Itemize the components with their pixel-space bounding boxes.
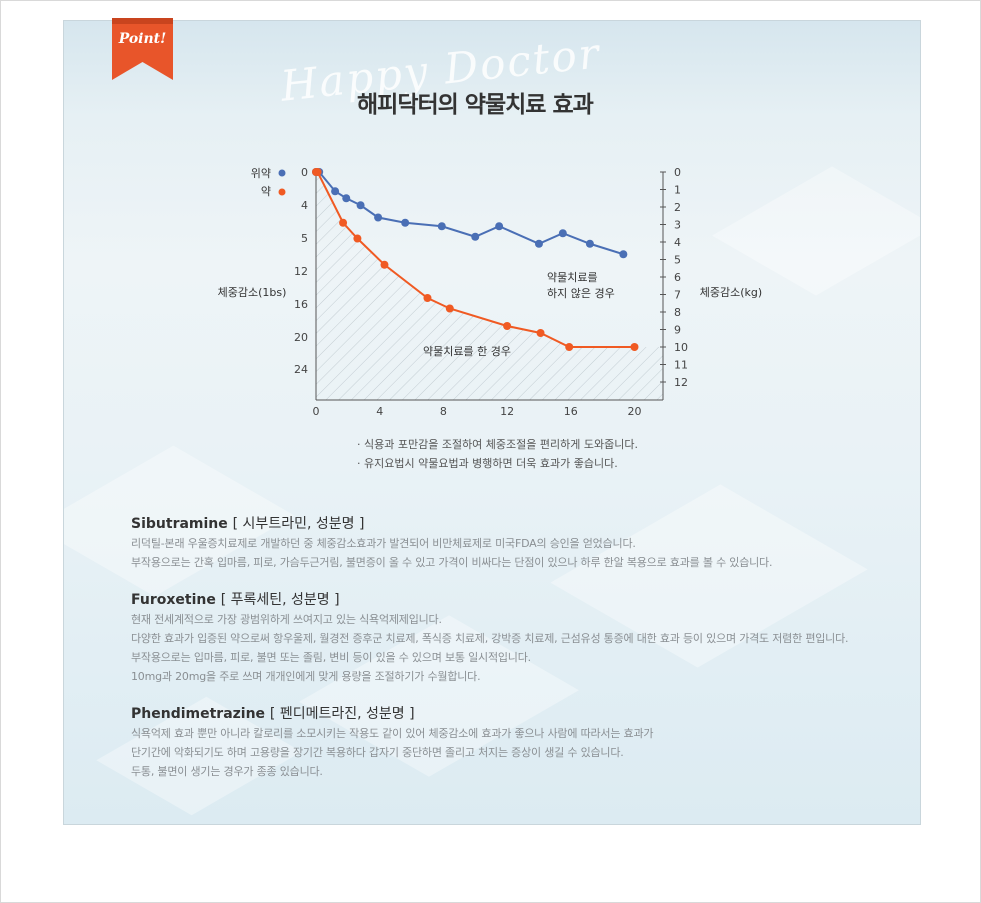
placebo-point [585, 239, 594, 248]
y-left-tick-label: 5 [301, 232, 308, 245]
x-tick-label: 4 [376, 405, 383, 418]
placebo-point [558, 229, 567, 238]
drug-heading: Furoxetine [ 푸록세틴, 성분명 ] [131, 589, 848, 609]
placebo-point [619, 250, 628, 259]
drug-korean-name: [ 시부트라민, 성분명 ] [232, 516, 365, 532]
note-line: · 식용과 포만감을 조절하여 체중조절을 편리하게 도와줍니다. [357, 438, 638, 451]
y-left-tick-label: 20 [294, 331, 308, 344]
drug-point [445, 304, 454, 313]
placebo-point [437, 222, 446, 231]
legend-label-placebo: 위약 [251, 166, 271, 180]
drug-point [339, 218, 348, 227]
placebo-point [374, 213, 383, 222]
annotation-no-treatment: 약물치료를 [547, 270, 598, 284]
y-right-tick-label: 4 [674, 236, 681, 249]
legend-marker-placebo [278, 169, 286, 177]
note-line: · 유지요법시 약물요법과 병행하면 더욱 효과가 좋습니다. [357, 457, 618, 470]
x-tick-label: 16 [564, 405, 578, 418]
drug-description-line: 10mg과 20mg을 주로 쓰며 개개인에게 맞게 용량을 조절하기가 수월합… [131, 670, 481, 683]
drug-description-line: 단기간에 악화되기도 하며 고용량을 장기간 복용하다 갑자기 중단하면 졸리고… [131, 746, 624, 759]
drug-point [353, 234, 362, 243]
y-right-tick-label: 2 [674, 201, 681, 214]
drug-name: Furoxetine [131, 592, 216, 608]
drug-point [423, 294, 432, 302]
drug-description-line: 부작용으로는 입마름, 피로, 불면 또는 졸림, 변비 등이 있을 수 있으며… [131, 651, 531, 664]
placebo-point [534, 239, 543, 248]
drug-heading: Sibutramine [ 시부트라민, 성분명 ] [131, 513, 772, 533]
drug-korean-name: [ 푸록세틴, 성분명 ] [220, 592, 340, 608]
y-right-tick-label: 5 [674, 254, 681, 267]
y-right-tick-label: 10 [674, 341, 688, 354]
y-left-tick-label: 12 [294, 265, 308, 278]
drug-heading: Phendimetrazine [ 펜디메트라진, 성분명 ] [131, 703, 653, 723]
y-right-tick-label: 0 [674, 166, 681, 179]
placebo-point [356, 201, 365, 210]
drug-description-line: 다양한 효과가 입증된 약으로써 항우울제, 월경전 증후군 치료제, 폭식증 … [131, 632, 849, 645]
y-left-tick-label: 24 [294, 363, 308, 376]
drug-korean-name: [ 펜디메트라진, 성분명 ] [269, 706, 415, 722]
point-ribbon-badge [112, 18, 173, 80]
y-left-tick-label: 4 [301, 199, 308, 212]
drug-point [313, 168, 322, 176]
y-left-tick-label: 16 [294, 298, 308, 311]
placebo-point [471, 232, 480, 241]
legend-marker-drug [278, 188, 286, 196]
drug-point [503, 322, 512, 330]
drug-description-line: 두통, 불면이 생기는 경우가 종종 있습니다. [131, 765, 323, 778]
annotation-no-treatment: 하지 않은 경우 [547, 286, 615, 300]
x-tick-label: 12 [500, 405, 514, 418]
drug-description-line: 부작용으로는 간혹 입마름, 피로, 가슴두근거림, 불면증이 올 수 있고 가… [131, 556, 773, 569]
page-title: 해피닥터의 약물치료 효과 [357, 92, 594, 118]
x-tick-label: 20 [628, 405, 642, 418]
y-right-tick-label: 9 [674, 324, 681, 337]
x-tick-label: 0 [313, 405, 320, 418]
drug-point [565, 343, 574, 351]
x-tick-label: 8 [440, 405, 447, 418]
drug-name: Sibutramine [131, 516, 228, 532]
placebo-point [495, 222, 504, 231]
y-right-tick-label: 8 [674, 306, 681, 319]
drug-point [630, 343, 639, 351]
placebo-point [342, 194, 351, 203]
y-right-tick-label: 3 [674, 219, 681, 232]
drug-section-sibutramine: Sibutramine [ 시부트라민, 성분명 ] 리덕틸-본래 우울증치료제… [131, 513, 772, 572]
y-right-tick-label: 6 [674, 271, 681, 284]
drug-point [380, 260, 389, 269]
y-right-tick-label: 1 [674, 184, 681, 197]
annotation-treatment: 약물치료를 한 경우 [423, 344, 511, 358]
y-right-tick-label: 11 [674, 359, 688, 372]
y-left-axis-label: 체중감소(1bs) [218, 286, 287, 299]
placebo-point [401, 218, 410, 227]
drug-description-line: 현재 전세계적으로 가장 광범위하게 쓰여지고 있는 식욕억제제입니다. [131, 613, 442, 626]
y-right-tick-label: 7 [674, 289, 681, 302]
legend-label-drug: 약 [261, 184, 271, 198]
drug-description-line: 리덕틸-본래 우울증치료제로 개발하던 중 체중감소효과가 발견되어 비만체료제… [131, 537, 636, 550]
placebo-point [331, 187, 340, 196]
y-right-axis-label: 체중감소(kg) [700, 286, 762, 299]
drug-section-phendimetrazine: Phendimetrazine [ 펜디메트라진, 성분명 ] 식욕억제 효과 … [131, 703, 654, 781]
drug-point [536, 329, 545, 337]
content-panel [63, 20, 921, 825]
point-badge-label: Point! [118, 31, 167, 47]
hatched-area [316, 172, 663, 400]
chart-notes: · 식용과 포만감을 조절하여 체중조절을 편리하게 도와줍니다. · 유지요법… [357, 435, 638, 473]
drug-section-furoxetine: Furoxetine [ 푸록세틴, 성분명 ] 현재 전세계적으로 가장 광범… [131, 589, 848, 686]
y-left-tick-label: 0 [301, 166, 308, 179]
y-right-tick-label: 12 [674, 376, 688, 389]
drug-description-line: 식욕억제 효과 뿐만 아니라 칼로리를 소모시키는 작용도 같이 있어 체중감소… [131, 727, 654, 740]
drug-name: Phendimetrazine [131, 706, 266, 722]
